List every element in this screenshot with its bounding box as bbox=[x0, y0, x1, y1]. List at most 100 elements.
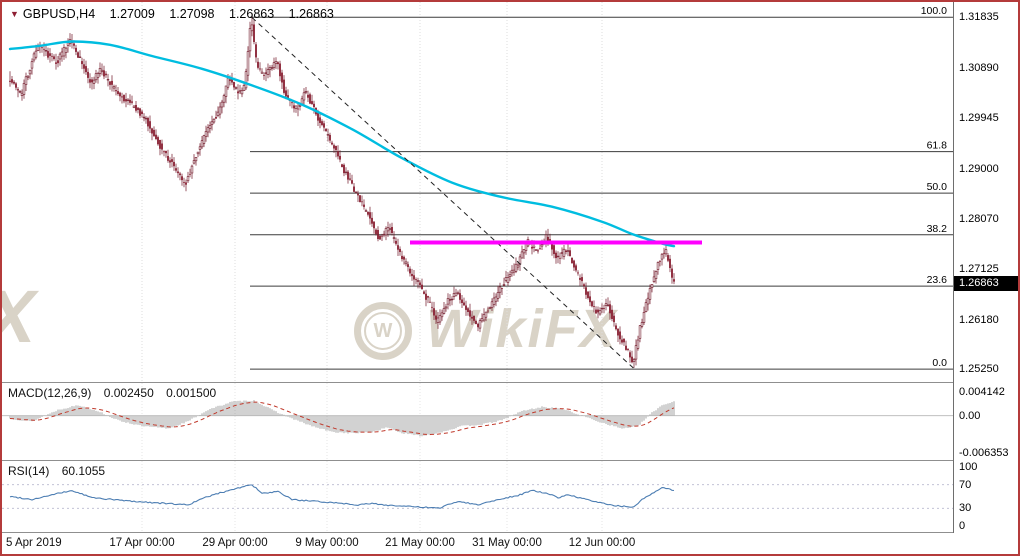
bear-candle bbox=[87, 71, 89, 78]
bear-candle bbox=[173, 161, 175, 167]
bear-candle bbox=[465, 305, 467, 310]
bull-candle bbox=[646, 297, 650, 305]
bull-candle bbox=[190, 165, 194, 174]
bear-candle bbox=[135, 105, 137, 111]
bull-candle bbox=[440, 312, 444, 318]
bear-candle bbox=[539, 248, 541, 250]
bull-candle bbox=[516, 264, 520, 268]
trendline[interactable] bbox=[251, 17, 635, 370]
rsi-svg bbox=[2, 461, 953, 532]
bull-candle bbox=[634, 345, 638, 360]
bull-candle bbox=[246, 51, 250, 76]
bear-candle bbox=[403, 256, 405, 260]
bull-candle bbox=[654, 270, 658, 279]
bear-candle bbox=[659, 261, 661, 262]
bull-candle bbox=[514, 263, 518, 272]
bull-candle bbox=[386, 227, 390, 232]
bear-candle bbox=[77, 52, 79, 58]
bear-candle bbox=[285, 90, 287, 97]
bull-candle bbox=[244, 71, 248, 89]
bull-candle bbox=[490, 301, 494, 308]
bull-candle bbox=[484, 311, 488, 318]
bull-candle bbox=[298, 105, 302, 107]
bull-candle bbox=[98, 68, 102, 74]
price-tick-label: 1.29000 bbox=[959, 162, 999, 175]
bull-candle bbox=[404, 261, 408, 265]
bull-candle bbox=[326, 134, 330, 136]
bull-candle bbox=[294, 105, 298, 109]
fib-label: 23.6 bbox=[927, 274, 948, 286]
bull-candle bbox=[94, 73, 98, 81]
bull-candle bbox=[382, 233, 386, 236]
bull-candle bbox=[222, 95, 226, 103]
price-tick-label: 1.26180 bbox=[959, 313, 999, 326]
bull-candle bbox=[200, 140, 204, 148]
bear-candle bbox=[359, 195, 361, 203]
bear-candle bbox=[591, 301, 593, 307]
bull-candle bbox=[202, 135, 206, 144]
bear-candle bbox=[317, 112, 319, 121]
bear-candle bbox=[15, 83, 17, 88]
bear-candle bbox=[463, 302, 465, 306]
bear-candle bbox=[153, 129, 155, 137]
bear-candle bbox=[559, 257, 561, 259]
bull-candle bbox=[650, 284, 654, 288]
bear-candle bbox=[339, 155, 341, 160]
bull-candle bbox=[364, 210, 368, 212]
main-chart[interactable]: 100.0 61.8 50.0 38.2 23.6 0.0 bbox=[2, 2, 953, 382]
bull-candle bbox=[216, 111, 220, 116]
bear-candle bbox=[379, 235, 381, 240]
ohlc-close: 1.26863 bbox=[288, 7, 334, 21]
bear-candle bbox=[411, 273, 413, 277]
bear-candle bbox=[423, 291, 425, 294]
bear-candle bbox=[669, 258, 671, 268]
macd-name: MACD(12,26,9) bbox=[8, 386, 92, 400]
bull-candle bbox=[384, 228, 388, 236]
bull-candle bbox=[562, 248, 566, 257]
bull-candle bbox=[224, 85, 228, 97]
bear-candle bbox=[571, 257, 573, 263]
macd-panel[interactable] bbox=[2, 383, 953, 460]
bear-candle bbox=[581, 277, 583, 282]
bear-candle bbox=[175, 168, 177, 171]
bear-candle bbox=[569, 250, 571, 257]
bull-candle bbox=[34, 50, 38, 58]
bear-candle bbox=[349, 178, 351, 180]
bull-candle bbox=[204, 131, 208, 137]
bear-candle bbox=[415, 279, 417, 280]
bear-candle bbox=[293, 105, 295, 109]
bear-candle bbox=[595, 309, 597, 314]
bear-candle bbox=[663, 252, 665, 254]
fib-label: 100.0 bbox=[921, 5, 947, 17]
rsi-panel[interactable] bbox=[2, 461, 953, 532]
bear-candle bbox=[169, 160, 171, 163]
bear-candle bbox=[105, 73, 107, 76]
bear-candle bbox=[129, 99, 131, 103]
bear-candle bbox=[167, 156, 169, 161]
bear-candle bbox=[673, 279, 675, 282]
bear-candle bbox=[257, 61, 259, 68]
bear-candle bbox=[619, 331, 621, 340]
price-tick-label: 1.29945 bbox=[959, 112, 999, 125]
bear-candle bbox=[395, 240, 397, 244]
bull-candle bbox=[502, 284, 506, 286]
bear-candle bbox=[55, 62, 57, 64]
bull-candle bbox=[132, 105, 136, 108]
bear-candle bbox=[613, 315, 615, 323]
bear-candle bbox=[163, 151, 165, 153]
bear-candle bbox=[109, 81, 111, 85]
bear-candle bbox=[343, 164, 345, 174]
bear-candle bbox=[319, 117, 321, 123]
bear-candle bbox=[311, 101, 313, 105]
bull-candle bbox=[492, 297, 496, 305]
moving-average-line bbox=[8, 40, 676, 248]
bear-candle bbox=[47, 51, 49, 58]
time-tick-label: 17 Apr 00:00 bbox=[109, 537, 175, 549]
bear-candle bbox=[259, 68, 261, 70]
bull-candle bbox=[66, 42, 70, 46]
bull-candle bbox=[60, 51, 64, 57]
bear-candle bbox=[575, 265, 577, 271]
bear-candle bbox=[579, 277, 581, 280]
bull-candle bbox=[274, 61, 278, 65]
bear-candle bbox=[627, 348, 629, 350]
